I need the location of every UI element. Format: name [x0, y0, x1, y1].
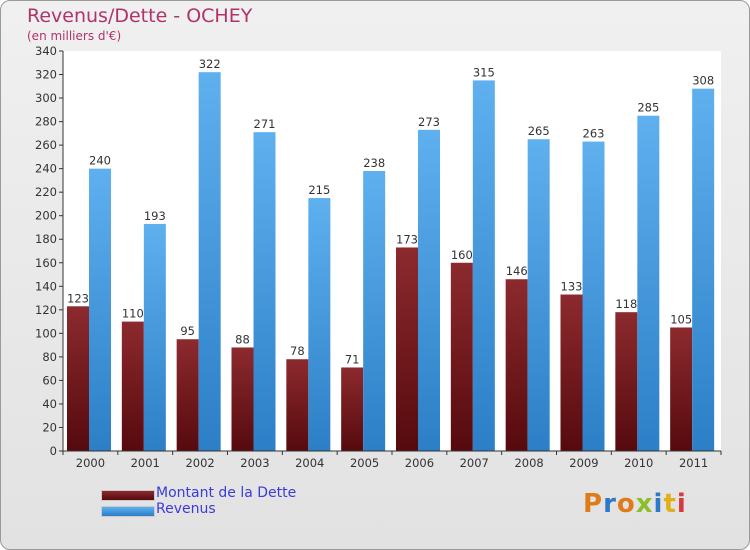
y-tick-label: 60	[42, 373, 57, 387]
y-tick-label: 260	[35, 138, 57, 152]
x-tick-label-2007: 2007	[460, 456, 489, 470]
value-label-revenus-2003: 271	[254, 117, 276, 131]
y-tick-label: 320	[35, 68, 57, 82]
proxiti-logo: Proxiti	[583, 489, 687, 519]
value-label-revenus-2007: 315	[473, 65, 495, 79]
y-tick-label: 160	[35, 256, 57, 270]
y-tick-label: 180	[35, 232, 57, 246]
value-label-revenus-2006: 273	[418, 115, 440, 129]
x-tick-label-2000: 2000	[76, 456, 105, 470]
value-label-dette-2009: 133	[561, 280, 583, 294]
bar-dette-2007	[450, 262, 473, 451]
bar-revenus-2005	[363, 171, 386, 451]
bar-dette-2010	[615, 312, 638, 451]
bar-dette-2004	[286, 359, 309, 451]
logo-letter: r	[603, 489, 617, 519]
y-tick-label: 80	[42, 350, 57, 364]
y-tick-label: 120	[35, 303, 57, 317]
value-label-revenus-2008: 265	[528, 124, 550, 138]
bar-dette-2009	[560, 294, 583, 451]
value-label-revenus-2000: 240	[89, 154, 111, 168]
y-tick-label: 140	[35, 279, 57, 293]
y-tick-label: 240	[35, 162, 57, 176]
legend-swatch-dette	[101, 490, 155, 501]
value-label-revenus-2010: 285	[637, 101, 659, 115]
bar-revenus-2008	[527, 139, 550, 451]
value-label-revenus-2011: 308	[692, 74, 714, 88]
bar-revenus-2011	[692, 88, 715, 451]
x-tick-label-2003: 2003	[240, 456, 269, 470]
chart-title: Revenus/Dette - OCHEY	[27, 5, 253, 27]
value-label-dette-2006: 173	[396, 232, 418, 246]
bar-revenus-2004	[308, 198, 331, 451]
value-label-dette-2000: 123	[67, 291, 89, 305]
x-tick-label-2010: 2010	[624, 456, 653, 470]
x-tick-label-2002: 2002	[185, 456, 214, 470]
x-tick-label-2009: 2009	[569, 456, 598, 470]
x-tick-label-2011: 2011	[679, 456, 708, 470]
y-tick-label: 220	[35, 185, 57, 199]
value-label-dette-2007: 160	[451, 248, 473, 262]
value-label-revenus-2009: 263	[583, 127, 605, 141]
legend-label-revenus: Revenus	[156, 501, 216, 517]
bar-revenus-2001	[143, 223, 166, 451]
bar-dette-2002	[176, 339, 199, 451]
logo-letter: P	[583, 489, 604, 519]
value-label-revenus-2005: 238	[363, 156, 385, 170]
logo-letter: t	[663, 489, 677, 519]
bar-dette-2001	[121, 321, 144, 451]
y-tick-label: 300	[35, 91, 57, 105]
bar-dette-2011	[670, 327, 693, 451]
logo-letter: x	[635, 489, 654, 519]
bar-dette-2000	[67, 306, 89, 451]
value-label-dette-2001: 110	[122, 307, 144, 321]
value-label-dette-2005: 71	[345, 352, 360, 366]
chart-subtitle: (en milliers d'€)	[27, 29, 122, 43]
bar-dette-2005	[341, 367, 364, 451]
bar-revenus-2002	[198, 72, 221, 452]
y-tick-label: 20	[42, 420, 57, 434]
bar-revenus-2007	[472, 80, 495, 451]
logo-letter: i	[676, 489, 687, 519]
plot-area	[63, 51, 721, 451]
y-tick-label: 200	[35, 209, 57, 223]
value-label-revenus-2001: 193	[144, 209, 166, 223]
logo-letter: o	[616, 489, 636, 519]
y-tick-label: 280	[35, 115, 57, 129]
x-tick-label-2004: 2004	[295, 456, 324, 470]
value-label-revenus-2004: 215	[308, 183, 330, 197]
legend-label-dette: Montant de la Dette	[156, 485, 297, 501]
y-tick-label: 40	[42, 397, 57, 411]
value-label-dette-2002: 95	[180, 324, 195, 338]
bar-revenus-2003	[253, 132, 276, 452]
bar-revenus-2000	[89, 168, 111, 451]
logo-letter: i	[653, 489, 664, 519]
y-tick-label: 0	[50, 444, 57, 458]
value-label-revenus-2002: 322	[199, 57, 221, 71]
y-tick-label: 100	[35, 326, 57, 340]
x-tick-label-2006: 2006	[405, 456, 434, 470]
bar-revenus-2009	[582, 141, 605, 451]
legend-swatch-revenus	[101, 506, 155, 517]
value-label-dette-2011: 105	[670, 312, 692, 326]
bar-revenus-2006	[418, 129, 440, 451]
value-label-dette-2008: 146	[506, 264, 528, 278]
x-tick-label-2001: 2001	[131, 456, 160, 470]
y-tick-label: 340	[35, 44, 57, 58]
bar-revenus-2010	[637, 115, 660, 452]
value-label-dette-2004: 78	[290, 344, 305, 358]
bar-dette-2006	[396, 247, 418, 451]
value-label-dette-2010: 118	[615, 297, 637, 311]
bar-dette-2003	[231, 347, 254, 451]
x-tick-label-2005: 2005	[350, 456, 379, 470]
x-tick-label-2008: 2008	[514, 456, 543, 470]
bar-dette-2008	[505, 279, 528, 451]
value-label-dette-2003: 88	[235, 332, 250, 346]
